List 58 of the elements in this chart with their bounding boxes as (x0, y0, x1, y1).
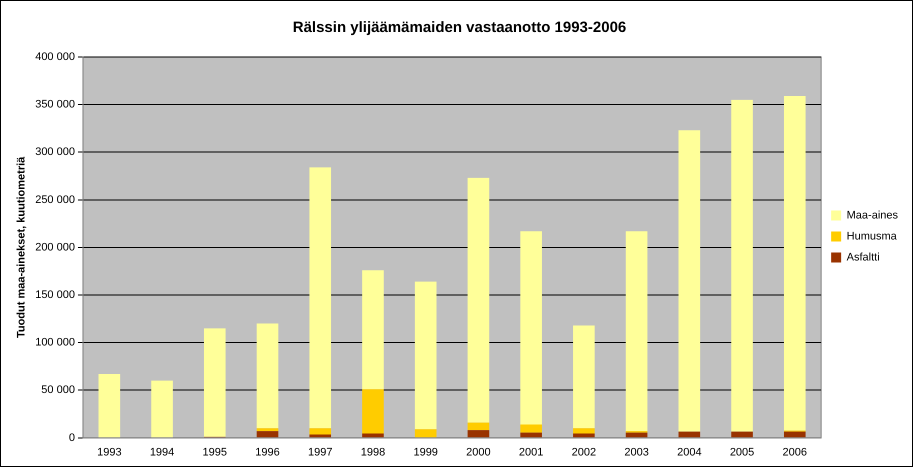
x-tick-label: 2002 (572, 446, 596, 458)
bar (626, 432, 648, 438)
x-tick-label: 1997 (308, 446, 332, 458)
bar (309, 428, 332, 434)
bar (573, 325, 595, 428)
bar (362, 434, 384, 438)
x-tick-label: 1993 (97, 446, 122, 458)
bar (468, 422, 490, 430)
bar (309, 434, 332, 438)
bar (626, 231, 648, 432)
bar (256, 431, 278, 438)
bar (204, 328, 226, 437)
y-tick-label: 100 000 (35, 336, 75, 349)
bar (784, 432, 806, 438)
x-tick-label: 2001 (518, 446, 544, 458)
x-tick-label: 1996 (255, 446, 280, 458)
bar (98, 374, 120, 438)
y-axis-title: Tuodut maa-ainekset, kuutiometriä (16, 156, 28, 338)
bar (520, 424, 542, 433)
legend-label: Maa-aines (846, 210, 898, 222)
bar (414, 282, 436, 430)
bar (520, 432, 542, 438)
y-tick-label: 0 (68, 432, 75, 444)
legend-label: Asfaltti (846, 252, 880, 264)
y-tick-label: 200 000 (35, 241, 75, 254)
bar (573, 434, 595, 438)
x-tick-label: 2005 (730, 446, 754, 458)
bar (573, 428, 595, 434)
x-tick-label: 2003 (624, 446, 649, 458)
x-tick-label: 1995 (202, 446, 228, 458)
bar (362, 270, 384, 390)
bar (520, 231, 542, 424)
bar (414, 429, 436, 438)
bar (731, 100, 753, 432)
bar (309, 167, 332, 428)
bar (784, 96, 806, 431)
y-tick-label: 350 000 (35, 98, 75, 111)
y-tick-label: 250 000 (35, 194, 75, 206)
bar (468, 430, 490, 438)
x-tick-label: 1994 (150, 446, 174, 458)
y-tick-label: 50 000 (41, 384, 75, 396)
bar (151, 380, 173, 438)
bar (678, 432, 700, 438)
bar (678, 130, 700, 432)
x-tick-label: 2006 (782, 446, 808, 458)
y-tick-label: 400 000 (35, 51, 75, 64)
chart-title: Rälssin ylijäämämaiden vastaanotto 1993-2006 (292, 19, 626, 36)
x-tick-label: 1999 (413, 446, 438, 458)
bar (468, 178, 490, 423)
bar (731, 432, 753, 438)
y-tick-label: 150 000 (35, 289, 75, 302)
legend-label: Humusma (846, 230, 898, 243)
x-tick-label: 1998 (360, 446, 386, 458)
y-tick-label: 300 000 (35, 146, 75, 158)
bar (256, 324, 278, 428)
x-tick-label: 2004 (677, 446, 702, 458)
bar (362, 389, 384, 434)
x-tick-label: 2000 (466, 446, 491, 458)
